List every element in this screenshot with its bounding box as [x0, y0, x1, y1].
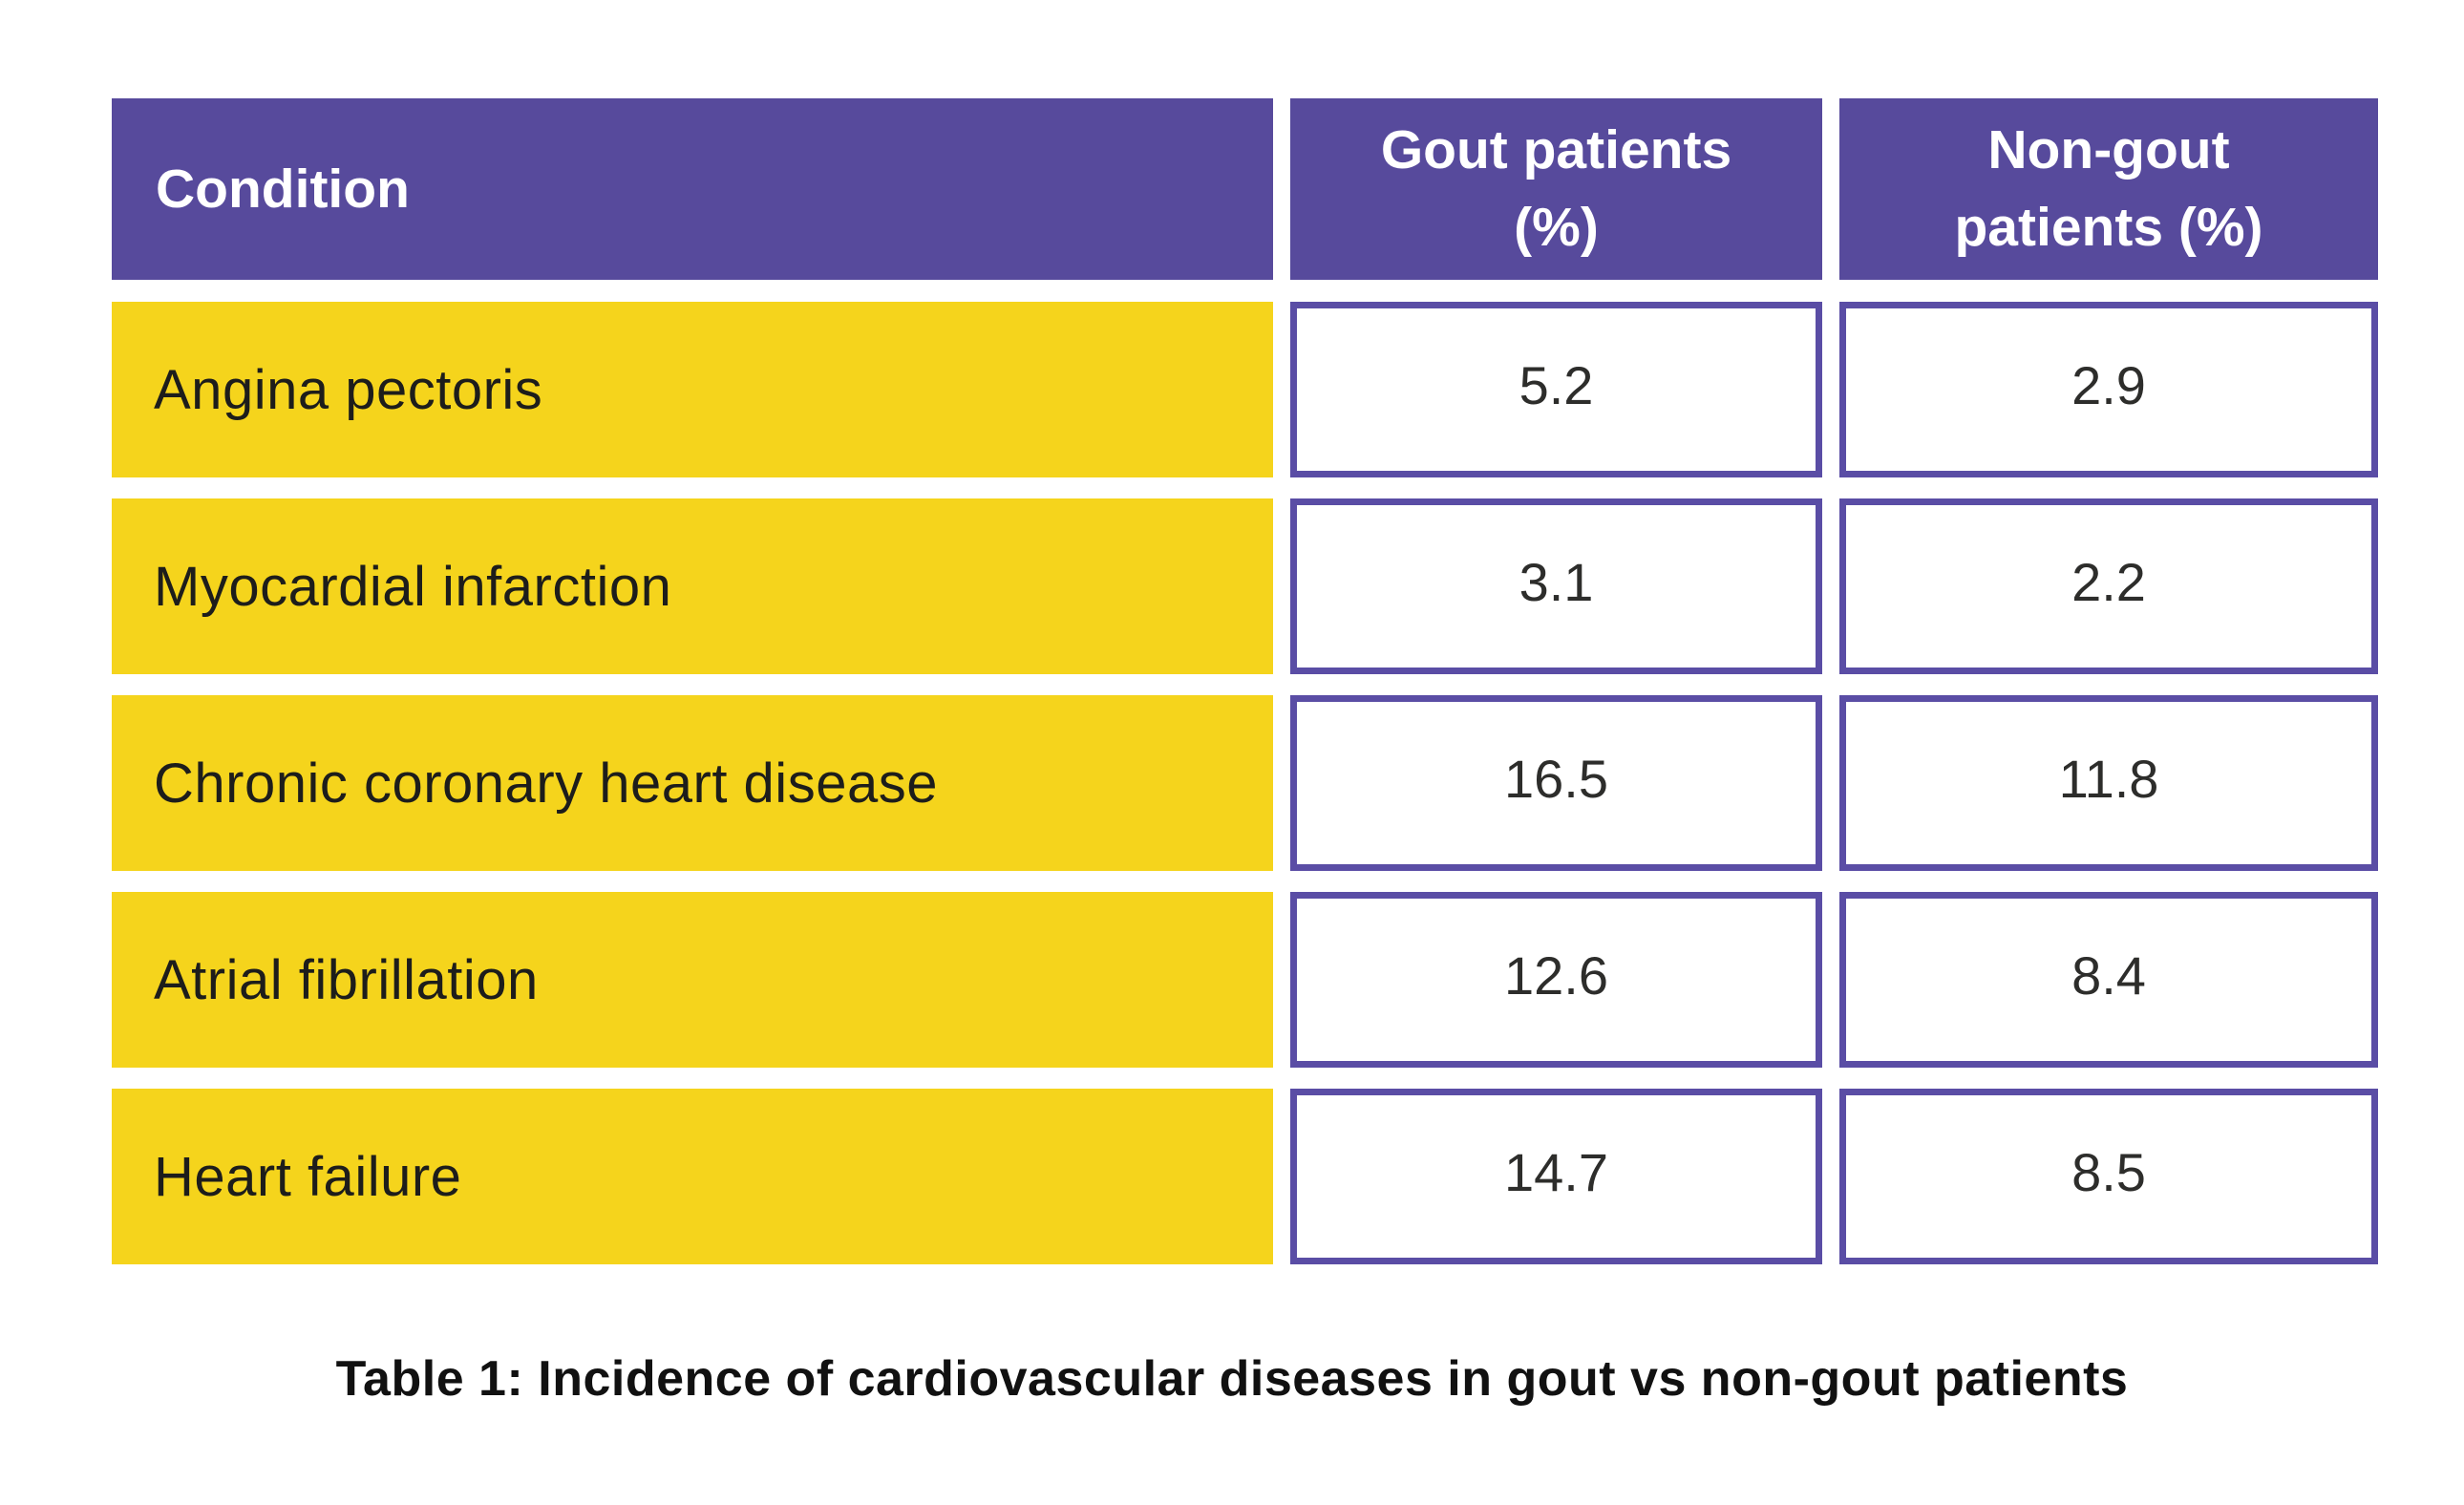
nongout-value: 8.5: [2071, 1141, 2146, 1202]
gout-value: 3.1: [1519, 551, 1594, 612]
data-table: Condition Gout patients (%) Non-gout pat…: [112, 98, 2378, 1285]
table-row: Atrial fibrillation 12.6 8.4: [112, 892, 2378, 1068]
nongout-value-cell: 8.5: [1839, 1089, 2378, 1264]
header-cell-nongout: Non-gout patients (%): [1839, 98, 2378, 280]
gout-value-cell: 3.1: [1290, 498, 1822, 674]
nongout-value-cell: 2.9: [1839, 302, 2378, 477]
header-nongout-label-line2: patients (%): [1954, 197, 2263, 258]
header-gout-label-line2: (%): [1514, 197, 1599, 258]
gout-value-cell: 14.7: [1290, 1089, 1822, 1264]
nongout-value-cell: 2.2: [1839, 498, 2378, 674]
nongout-value-cell: 8.4: [1839, 892, 2378, 1068]
table-row: Myocardial infarction 3.1 2.2: [112, 498, 2378, 674]
header-gout-label-line1: Gout patients: [1380, 119, 1732, 181]
gout-value: 14.7: [1504, 1141, 1608, 1202]
header-nongout-label-line1: Non-gout: [1987, 119, 2230, 181]
header-cell-condition: Condition: [112, 98, 1273, 280]
nongout-value: 2.9: [2071, 354, 2146, 415]
nongout-value: 8.4: [2071, 944, 2146, 1006]
gout-value-cell: 5.2: [1290, 302, 1822, 477]
condition-label: Angina pectoris: [154, 358, 543, 421]
gout-value: 16.5: [1504, 748, 1608, 809]
nongout-value: 2.2: [2071, 551, 2146, 612]
condition-cell: Atrial fibrillation: [112, 892, 1273, 1068]
gout-value-cell: 12.6: [1290, 892, 1822, 1068]
table-header-row: Condition Gout patients (%) Non-gout pat…: [112, 98, 2378, 280]
gout-value-cell: 16.5: [1290, 695, 1822, 871]
table-row: Angina pectoris 5.2 2.9: [112, 302, 2378, 477]
header-condition-label: Condition: [156, 159, 410, 220]
table-caption: Table 1: Incidence of cardiovascular dis…: [335, 1351, 2129, 1407]
table-row: Heart failure 14.7 8.5: [112, 1089, 2378, 1264]
condition-label: Myocardial infarction: [154, 555, 672, 618]
condition-label: Chronic coronary heart disease: [154, 752, 938, 815]
gout-value: 5.2: [1519, 354, 1594, 415]
table-row: Chronic coronary heart disease 16.5 11.8: [112, 695, 2378, 871]
header-cell-gout: Gout patients (%): [1290, 98, 1822, 280]
condition-label: Heart failure: [154, 1145, 462, 1208]
condition-label: Atrial fibrillation: [154, 948, 539, 1011]
gout-value: 12.6: [1504, 944, 1608, 1006]
condition-cell: Myocardial infarction: [112, 498, 1273, 674]
condition-cell: Heart failure: [112, 1089, 1273, 1264]
condition-cell: Chronic coronary heart disease: [112, 695, 1273, 871]
nongout-value: 11.8: [2058, 748, 2159, 809]
nongout-value-cell: 11.8: [1839, 695, 2378, 871]
condition-cell: Angina pectoris: [112, 302, 1273, 477]
